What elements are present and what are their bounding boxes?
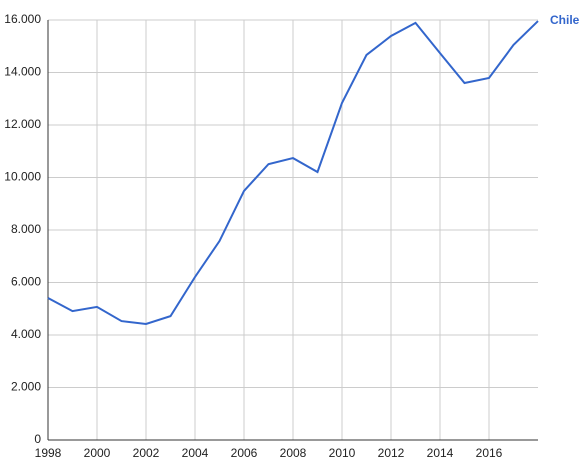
y-tick-label: 16.000	[4, 12, 41, 26]
x-tick-label: 2004	[182, 446, 209, 460]
x-tick-label: 2016	[476, 446, 503, 460]
x-tick-label: 2014	[427, 446, 454, 460]
x-tick-label: 2000	[84, 446, 111, 460]
x-tick-label: 2006	[231, 446, 258, 460]
x-tick-label: 2012	[378, 446, 405, 460]
y-tick-label: 4.000	[11, 327, 41, 341]
y-tick-label: 12.000	[4, 117, 41, 131]
x-tick-label: 2010	[329, 446, 356, 460]
y-tick-label: 14.000	[4, 65, 41, 79]
series-label: Chile	[550, 13, 580, 27]
y-tick-label: 6.000	[11, 275, 41, 289]
x-tick-label: 1998	[35, 446, 62, 460]
y-tick-label: 0	[34, 432, 41, 446]
y-tick-label: 8.000	[11, 222, 41, 236]
data-line	[47, 20, 539, 325]
y-tick-label: 2.000	[11, 380, 41, 394]
x-tick-label: 2002	[133, 446, 160, 460]
x-tick-label: 2008	[280, 446, 307, 460]
y-tick-label: 10.000	[4, 170, 41, 184]
